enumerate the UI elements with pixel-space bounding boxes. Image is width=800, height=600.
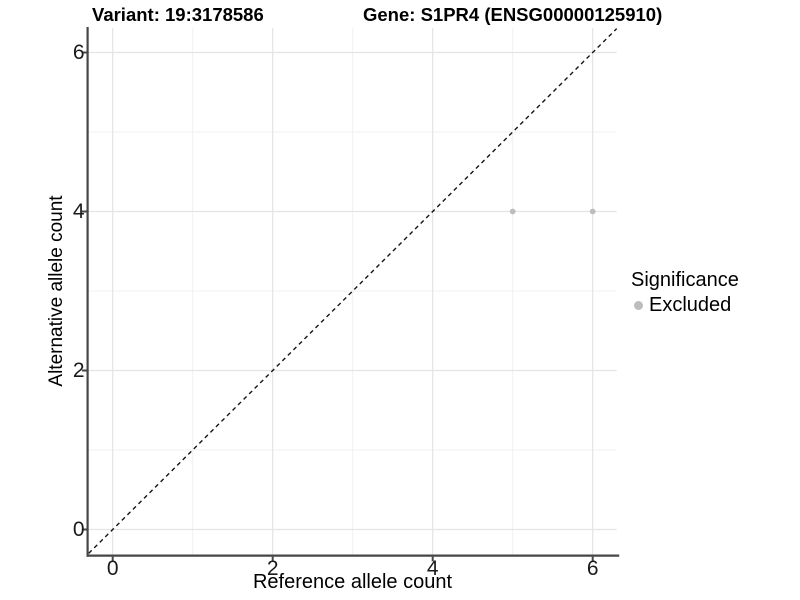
legend-point-icon	[634, 300, 643, 310]
identity-dashed-line	[88, 28, 618, 554]
y-axis-title: Alternative allele count	[46, 195, 67, 387]
x-axis-title: Reference allele count	[252, 571, 452, 593]
plot-title-variant: Variant: 19:3178586	[92, 4, 264, 25]
y-tick-label: 4	[72, 199, 85, 223]
legend: Significance Excluded	[631, 269, 739, 316]
x-tick-label: 2	[266, 557, 279, 580]
y-tick-label: 0	[72, 517, 85, 541]
plot-title-gene: Gene: S1PR4 (ENSG00000125910)	[363, 4, 663, 25]
data-point-excluded	[589, 208, 596, 215]
x-tick-label: 4	[426, 557, 439, 580]
legend-title: Significance	[631, 269, 739, 291]
y-tick-label: 6	[72, 40, 85, 64]
x-tick-label: 0	[106, 557, 119, 580]
y-tick-label: 2	[72, 358, 85, 382]
legend-item-excluded: Excluded	[631, 294, 739, 316]
legend-item-label: Excluded	[649, 294, 732, 316]
data-point-excluded	[509, 208, 516, 215]
x-tick-label: 6	[586, 557, 599, 580]
